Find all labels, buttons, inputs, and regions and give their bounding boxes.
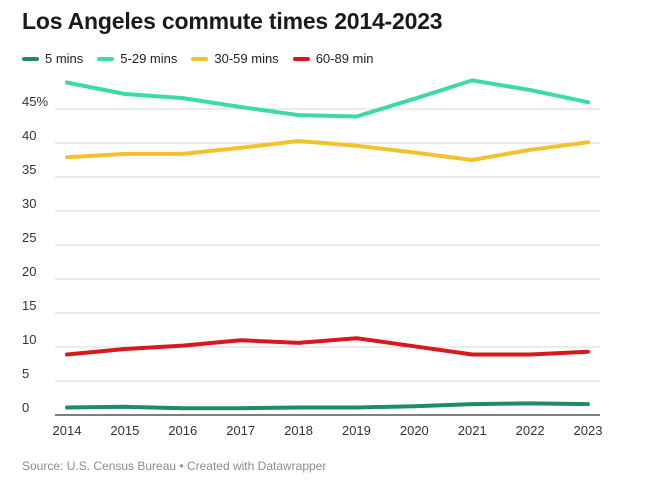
y-tick-label-10: 10	[22, 332, 36, 347]
legend-swatch-30-59-mins	[191, 56, 209, 61]
legend-label-5-29-mins: 5-29 mins	[120, 51, 178, 66]
legend-swatch-5-29-mins	[97, 56, 115, 61]
x-tick-label-2022: 2022	[516, 423, 545, 438]
x-tick-label-2014: 2014	[53, 423, 82, 438]
gridlines	[55, 108, 600, 416]
y-tick-label-0: 0	[22, 400, 29, 415]
y-tick-label-15: 15	[22, 298, 36, 313]
legend-label-5-mins: 5 mins	[45, 51, 84, 66]
y-tick-label-30: 30	[22, 196, 36, 211]
x-axis-ticks: 2014 2015 2016 2017 2018 2019 2020 2021 2022 2023	[53, 423, 603, 438]
x-tick-label-2020: 2020	[400, 423, 429, 438]
series-line-60-89-min	[65, 336, 590, 357]
y-tick-label-45: 45%	[22, 94, 48, 109]
y-axis-ticks: 0 5 10 15 20 25 30 35 40 45%	[22, 94, 48, 415]
series-line-30-59-mins	[65, 139, 590, 162]
legend: 5 mins 5-29 mins 30-59 mins 60-89 min	[22, 51, 388, 66]
series-lines	[65, 78, 590, 411]
legend-swatch-60-89-min	[292, 56, 310, 61]
x-tick-label-2019: 2019	[342, 423, 371, 438]
series-line-5-29-mins	[65, 78, 590, 119]
legend-label-60-89-min: 60-89 min	[315, 51, 374, 66]
x-tick-label-2023: 2023	[574, 423, 603, 438]
x-tick-label-2017: 2017	[226, 423, 255, 438]
legend-item-30-59-mins: 30-59 mins	[191, 51, 279, 66]
x-tick-label-2018: 2018	[284, 423, 313, 438]
y-tick-label-40: 40	[22, 128, 36, 143]
x-tick-label-2015: 2015	[110, 423, 139, 438]
source-footer: Source: U.S. Census Bureau • Created wit…	[22, 459, 327, 473]
y-tick-label-35: 35	[22, 162, 36, 177]
y-tick-label-20: 20	[22, 264, 36, 279]
x-tick-label-2016: 2016	[168, 423, 197, 438]
legend-item-5-mins: 5 mins	[22, 51, 83, 66]
series-line-5-mins	[65, 401, 590, 411]
legend-item-5-29-mins: 5-29 mins	[97, 51, 177, 66]
y-tick-label-25: 25	[22, 230, 36, 245]
legend-item-60-89-min: 60-89 min	[292, 51, 374, 66]
y-tick-label-5: 5	[22, 366, 29, 381]
legend-label-30-59-mins: 30-59 mins	[214, 51, 279, 66]
legend-swatch-5-mins	[22, 56, 39, 61]
x-tick-label-2021: 2021	[458, 423, 487, 438]
chart-title: Los Angeles commute times 2014-2023	[22, 8, 443, 34]
